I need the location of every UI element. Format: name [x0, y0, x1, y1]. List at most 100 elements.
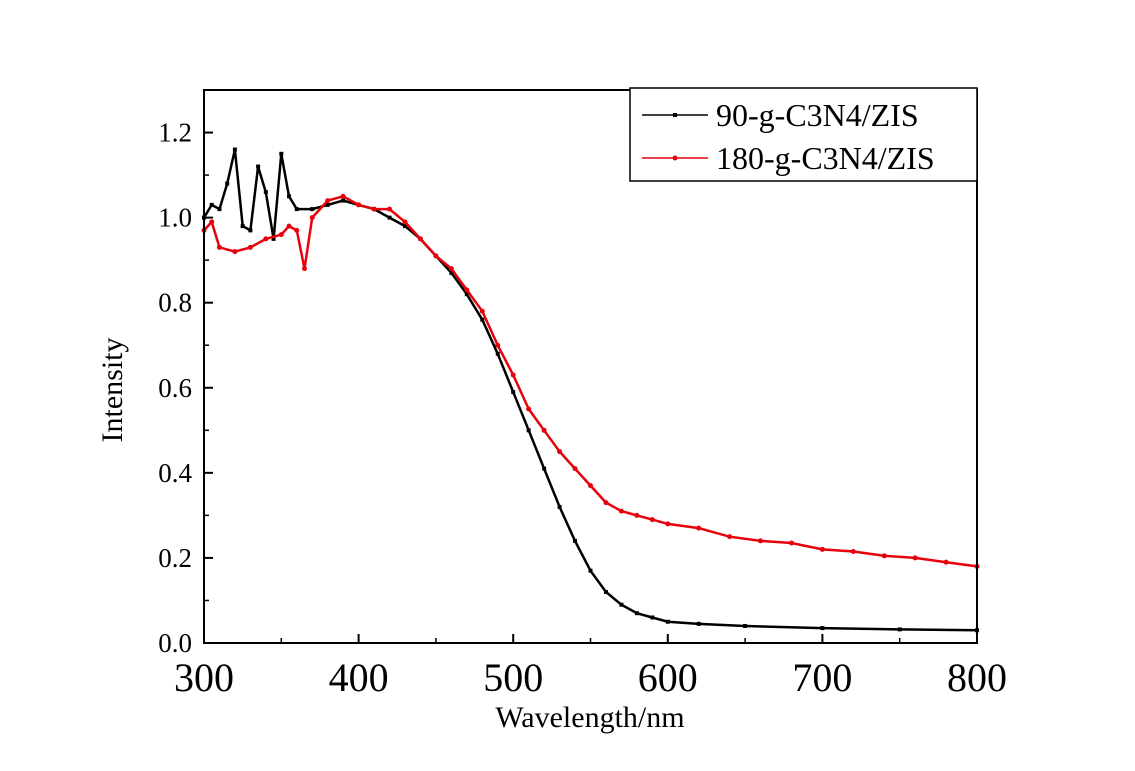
legend-marker-90	[673, 113, 677, 117]
data-point	[572, 466, 578, 472]
data-point	[634, 512, 640, 518]
data-point	[850, 549, 856, 555]
y-tick-label: 1.2	[158, 118, 192, 148]
data-point	[743, 623, 748, 628]
data-point	[325, 198, 331, 204]
series-0	[202, 147, 979, 633]
data-point	[943, 559, 949, 565]
data-point	[278, 232, 284, 238]
data-point	[557, 504, 562, 509]
data-point	[402, 219, 408, 225]
data-point	[511, 390, 516, 395]
data-point	[897, 627, 902, 632]
x-axis-label: Wavelength/nm	[495, 701, 684, 734]
legend-box	[629, 87, 978, 182]
y-tick-label: 0.4	[158, 458, 192, 488]
data-point	[209, 202, 214, 207]
data-point	[665, 521, 671, 527]
data-point	[619, 602, 624, 607]
data-point	[758, 538, 764, 544]
data-point	[263, 236, 269, 242]
x-tick-label: 800	[947, 655, 1007, 700]
data-point	[209, 219, 215, 225]
series-line	[202, 149, 978, 632]
data-point	[325, 202, 330, 207]
data-point	[603, 589, 608, 594]
data-point	[387, 215, 392, 220]
y-tick-label: 0.0	[158, 628, 192, 658]
data-point	[232, 249, 238, 255]
data-point	[310, 207, 315, 212]
data-point	[650, 615, 655, 620]
data-point	[727, 534, 733, 540]
data-point	[665, 619, 670, 624]
data-point	[301, 266, 307, 272]
data-point	[881, 553, 887, 559]
y-tick-label: 0.6	[158, 373, 192, 403]
axes: 300 400 500 600 700 800 0.0 0.2 0.4 0.6 0.8 1.0 1.2	[158, 118, 1007, 700]
data-point	[510, 372, 516, 378]
data-point	[495, 342, 501, 348]
legend-label-180: 180-g-C3N4/ZIS	[716, 140, 935, 176]
y-tick-label: 0.8	[158, 288, 192, 318]
data-point	[256, 164, 261, 169]
data-point	[263, 190, 268, 195]
data-point	[480, 317, 485, 322]
data-point	[387, 206, 393, 212]
data-point	[696, 621, 701, 626]
data-point	[225, 181, 230, 186]
data-point	[557, 449, 563, 455]
data-point	[402, 224, 407, 229]
series-1	[201, 193, 980, 569]
data-point	[341, 198, 346, 203]
series-line	[203, 194, 978, 568]
x-tick-label: 400	[329, 655, 389, 700]
data-point	[603, 500, 609, 506]
plot-marks	[201, 147, 980, 633]
data-point	[819, 546, 825, 552]
data-point	[448, 266, 454, 272]
data-point	[240, 224, 245, 229]
data-point	[526, 428, 531, 433]
data-point	[449, 270, 454, 275]
data-point	[294, 227, 300, 233]
data-point	[526, 406, 532, 412]
data-point	[618, 508, 624, 514]
data-point	[541, 427, 547, 433]
x-tick-label: 500	[483, 655, 543, 700]
data-point	[634, 611, 639, 616]
x-tick-label: 700	[792, 655, 852, 700]
data-point	[248, 228, 253, 233]
legend-marker-180	[672, 155, 678, 161]
y-axis-label: Intensity	[96, 338, 129, 443]
data-point	[588, 483, 593, 489]
y-tick-label: 0.2	[158, 543, 192, 573]
data-point	[279, 151, 284, 156]
data-point	[232, 147, 237, 152]
y-tick-label: 1.0	[158, 203, 192, 233]
x-tick-label: 300	[174, 655, 234, 700]
data-point	[464, 292, 469, 297]
data-point	[294, 207, 299, 212]
data-point	[216, 244, 222, 250]
legend-label-90: 90-g-C3N4/ZIS	[716, 97, 919, 133]
data-point	[820, 626, 825, 631]
data-point	[247, 244, 253, 250]
x-tick-label: 600	[638, 655, 698, 700]
data-point	[217, 207, 222, 212]
data-point	[286, 223, 292, 229]
data-point	[340, 193, 346, 199]
data-point	[696, 525, 702, 531]
legend: 90-g-C3N4/ZIS 180-g-C3N4/ZIS	[629, 87, 978, 182]
data-point	[912, 555, 918, 561]
data-point	[649, 517, 655, 523]
data-point	[356, 202, 362, 208]
data-point	[417, 236, 423, 242]
data-point	[287, 194, 292, 199]
data-point	[588, 568, 593, 573]
data-point	[573, 538, 578, 543]
data-point	[479, 308, 485, 314]
data-point	[309, 215, 315, 221]
